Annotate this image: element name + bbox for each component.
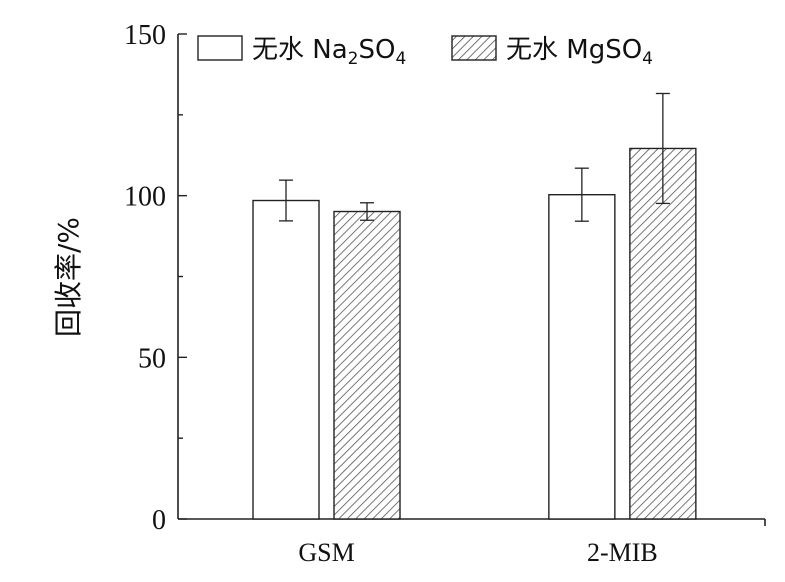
y-tick-label: 100 (124, 182, 166, 213)
y-tick-label: 0 (152, 505, 166, 536)
bars (252, 147, 697, 520)
x-category-label: GSM (298, 538, 354, 567)
x-category-label: 2-MIB (587, 538, 658, 567)
legend-swatch-mgso4 (451, 35, 497, 61)
y-tick-label: 150 (124, 20, 166, 51)
bar-gsm-series-0 (252, 199, 320, 520)
legend: 无水 Na2SO4 无水 MgSO4 (197, 35, 653, 69)
legend-item-mgso4: 无水 MgSO4 (451, 35, 653, 69)
bar-gsm-series-1 (333, 210, 401, 520)
legend-item-na2so4: 无水 Na2SO4 (197, 35, 406, 69)
y-axis-label: 回收率/% (52, 217, 85, 337)
x-category-labels: GSM 2-MIB (298, 538, 657, 567)
legend-label-na2so4: 无水 Na2SO4 (252, 35, 406, 69)
legend-label-mgso4: 无水 MgSO4 (506, 35, 653, 69)
bar-2-mib-series-0 (548, 193, 616, 520)
legend-swatch-na2so4 (197, 35, 243, 61)
y-tick-label: 50 (138, 343, 166, 374)
y-ticks: 0 50 100 150 (124, 20, 187, 536)
error-bars (279, 92, 670, 222)
